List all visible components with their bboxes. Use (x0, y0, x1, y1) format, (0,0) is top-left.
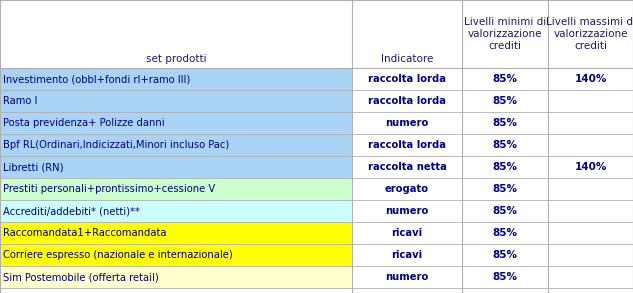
Bar (0, 200, 352, 222)
Bar (548, 68, 633, 90)
Bar (0, 266, 352, 288)
Text: 140%: 140% (574, 74, 606, 84)
Text: raccolta netta: raccolta netta (368, 162, 446, 172)
Text: Raccomandata1+Raccomandata: Raccomandata1+Raccomandata (3, 228, 166, 238)
Text: Ramo I: Ramo I (3, 96, 37, 106)
Text: Livelli minimi di
valorizzazione
crediti: Livelli minimi di valorizzazione crediti (464, 17, 546, 51)
Bar (352, 134, 462, 156)
Text: numero: numero (385, 206, 429, 216)
Bar (462, 266, 548, 288)
Bar (462, 178, 548, 200)
Text: 85%: 85% (492, 118, 518, 128)
Text: numero: numero (385, 272, 429, 282)
Text: erogato: erogato (385, 184, 429, 194)
Bar (0, 134, 352, 156)
Text: 85%: 85% (492, 140, 518, 150)
Bar (462, 90, 548, 112)
Bar (548, 244, 633, 266)
Bar (0, 68, 352, 90)
Bar (352, 266, 462, 288)
Text: 140%: 140% (574, 162, 606, 172)
Text: numero: numero (385, 118, 429, 128)
Bar (462, 112, 548, 134)
Bar (548, 134, 633, 156)
Bar (462, 134, 548, 156)
Text: Indicatore: Indicatore (381, 54, 433, 64)
Bar (352, 178, 462, 200)
Bar (462, 156, 548, 178)
Bar (0, 244, 352, 266)
Bar (548, 200, 633, 222)
Bar (352, 200, 462, 222)
Bar (0, 222, 352, 244)
Bar (462, 244, 548, 266)
Text: 85%: 85% (492, 96, 518, 106)
Bar (352, 112, 462, 134)
Text: Sim Postemobile (offerta retail): Sim Postemobile (offerta retail) (3, 272, 159, 282)
Bar (548, 222, 633, 244)
Bar (548, 112, 633, 134)
Bar (462, 200, 548, 222)
Text: ricavi: ricavi (391, 228, 423, 238)
Bar (548, 90, 633, 112)
Bar (0, 156, 352, 178)
Bar (352, 222, 462, 244)
Text: 85%: 85% (492, 272, 518, 282)
Text: 85%: 85% (492, 162, 518, 172)
Bar (352, 244, 462, 266)
Bar (0, 178, 352, 200)
Bar (0, 90, 352, 112)
Text: ricavi: ricavi (391, 250, 423, 260)
Bar (352, 156, 462, 178)
Text: 85%: 85% (492, 250, 518, 260)
Bar (548, 178, 633, 200)
Text: Libretti (RN): Libretti (RN) (3, 162, 63, 172)
Bar (352, 68, 462, 90)
Text: raccolta lorda: raccolta lorda (368, 96, 446, 106)
Text: Posta previdenza+ Polizze danni: Posta previdenza+ Polizze danni (3, 118, 165, 128)
Bar (462, 68, 548, 90)
Text: raccolta lorda: raccolta lorda (368, 74, 446, 84)
Text: 85%: 85% (492, 74, 518, 84)
Bar (352, 90, 462, 112)
Bar (0, 0, 633, 68)
Text: 85%: 85% (492, 228, 518, 238)
Bar (548, 266, 633, 288)
Text: Accrediti/addebiti* (netti)**: Accrediti/addebiti* (netti)** (3, 206, 140, 216)
Bar (548, 156, 633, 178)
Text: 85%: 85% (492, 206, 518, 216)
Text: Bpf RL(Ordinari,Indicizzati,Minori incluso Pac): Bpf RL(Ordinari,Indicizzati,Minori inclu… (3, 140, 229, 150)
Text: Livelli massimi di
valorizzazione
crediti: Livelli massimi di valorizzazione credit… (546, 17, 633, 51)
Text: Prestiti personali+prontissimo+cessione V: Prestiti personali+prontissimo+cessione … (3, 184, 215, 194)
Text: Investimento (obbl+fondi rl+ramo III): Investimento (obbl+fondi rl+ramo III) (3, 74, 191, 84)
Text: 85%: 85% (492, 184, 518, 194)
Bar (462, 222, 548, 244)
Bar (0, 112, 352, 134)
Text: set prodotti: set prodotti (146, 54, 206, 64)
Text: raccolta lorda: raccolta lorda (368, 140, 446, 150)
Text: Corriere espresso (nazionale e internazionale): Corriere espresso (nazionale e internazi… (3, 250, 233, 260)
